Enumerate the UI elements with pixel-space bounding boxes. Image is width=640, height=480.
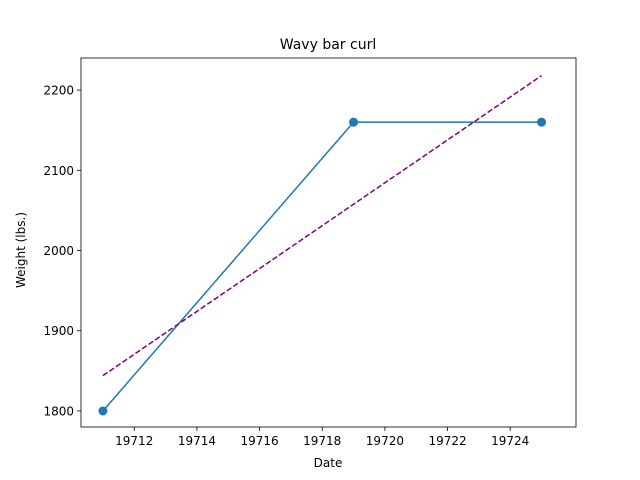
x-tick-label-3: 19718 [303,434,341,448]
data-point-0-0 [98,406,108,416]
trend-line-1 [102,75,542,377]
x-tick-label-0: 19712 [115,434,153,448]
y-axis-label: Weight (lbs.) [14,212,28,288]
y-tick-label-2: 2000 [43,244,74,258]
x-tick-label-4: 19720 [366,434,404,448]
y-tick-label-1: 1900 [43,324,74,338]
x-tick-label-2: 19716 [240,434,278,448]
axes-frame [80,57,577,428]
chart-title: Wavy bar curl [280,37,376,53]
x-tick-label-5: 19722 [428,434,466,448]
data-point-0-2 [537,117,547,127]
y-tick-label-3: 2100 [43,164,74,178]
y-tick-label-4: 2200 [43,84,74,98]
data-point-0-1 [349,117,359,127]
x-tick-label-1: 19714 [178,434,216,448]
x-tick-label-6: 19724 [491,434,529,448]
y-tick-label-0: 1800 [43,404,74,418]
plot-area: 19712 19714 19716 19718 19720 19722 19724 1800 1… [43,57,577,448]
x-axis-label: Date [314,456,343,470]
